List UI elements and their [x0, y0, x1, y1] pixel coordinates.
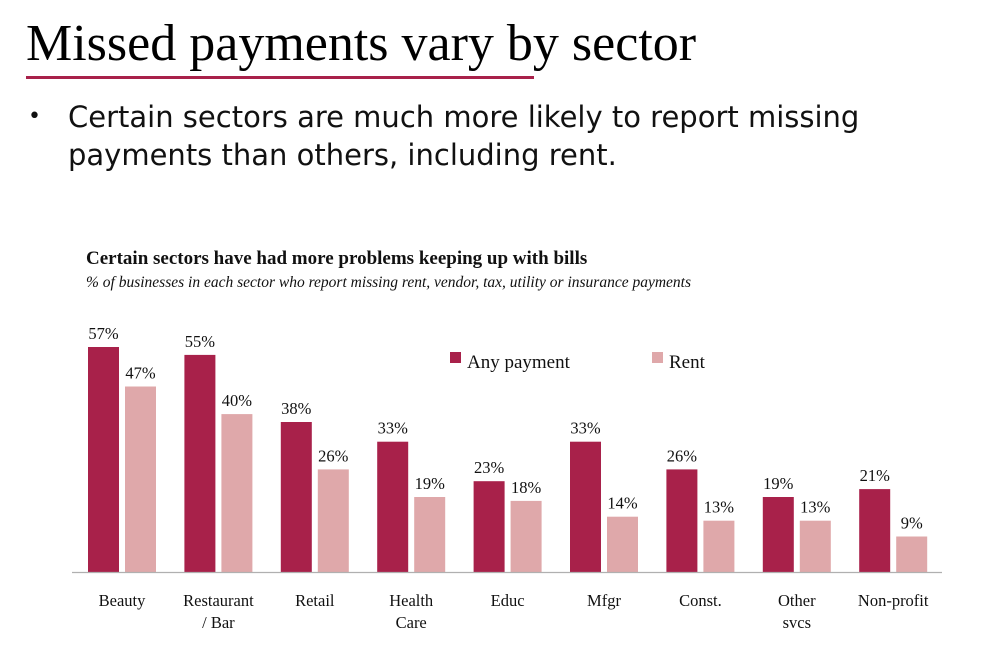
title-underline	[26, 76, 534, 79]
value-label-rent-2: 26%	[318, 446, 349, 465]
category-label-6: Const.	[679, 591, 722, 610]
chart-subtitle: % of businesses in each sector who repor…	[86, 274, 692, 291]
category-label-3: Health Care	[389, 591, 434, 632]
bar-any-payment-2	[280, 422, 312, 572]
bar-any-payment-3	[377, 441, 409, 572]
value-label-rent-6: 13%	[704, 498, 735, 517]
value-label-any-payment-1: 55%	[185, 332, 216, 351]
value-labels-layer: 57% 47% 55% 40% 38% 26% 33% 19% 23% 18% 33% 14% 26% 1…	[88, 324, 923, 533]
value-label-any-payment-3: 33%	[378, 419, 409, 438]
bar-any-payment-8	[859, 489, 891, 572]
bullet-point: • Certain sectors are much more likely t…	[28, 98, 968, 174]
value-label-rent-1: 40%	[222, 391, 253, 410]
bar-rent-4	[510, 500, 542, 572]
category-label-7: Other svcs	[778, 591, 816, 632]
value-label-any-payment-7: 19%	[763, 474, 794, 493]
bar-any-payment-6	[666, 469, 698, 572]
value-label-rent-5: 14%	[607, 494, 638, 513]
value-label-rent-4: 18%	[511, 478, 542, 497]
bar-rent-2	[317, 469, 349, 572]
category-label-8: Non-profit	[858, 591, 929, 610]
legend-label-any-payment: Any payment	[467, 352, 571, 373]
category-label-1: Restaurant / Bar	[183, 591, 254, 632]
value-label-any-payment-2: 38%	[281, 399, 312, 418]
bars-layer	[88, 347, 928, 572]
bar-rent-0	[125, 386, 156, 572]
bar-rent-8	[896, 536, 928, 572]
value-label-any-payment-5: 33%	[570, 419, 601, 438]
bar-any-payment-0	[88, 347, 119, 572]
value-label-rent-0: 47%	[125, 364, 156, 383]
bar-rent-6	[703, 520, 735, 572]
bar-rent-1	[221, 414, 253, 572]
category-label-5: Mfgr	[587, 591, 621, 610]
category-labels-layer: Beauty Restaurant / Bar Retail Health Care Edu…	[99, 591, 929, 632]
value-label-any-payment-6: 26%	[667, 446, 698, 465]
bar-any-payment-5	[570, 441, 601, 572]
bar-rent-3	[414, 497, 446, 572]
legend-label-rent: Rent	[669, 352, 706, 373]
value-label-rent-3: 19%	[415, 474, 446, 493]
bar-any-payment-4	[473, 481, 505, 572]
bar-any-payment-7	[762, 497, 794, 572]
legend: Any payment Rent	[450, 352, 706, 373]
legend-swatch-any-payment	[450, 352, 461, 363]
value-label-any-payment-0: 57%	[88, 324, 119, 343]
value-label-any-payment-4: 23%	[474, 458, 505, 477]
bullet-icon: •	[28, 104, 41, 129]
category-label-2: Retail	[295, 591, 335, 610]
bar-rent-7	[799, 520, 831, 572]
slide-title: Missed payments vary by sector	[26, 15, 697, 72]
chart-title: Certain sectors have had more problems k…	[86, 248, 588, 269]
bar-rent-5	[607, 516, 638, 572]
category-label-4: Educ	[491, 591, 525, 610]
value-label-rent-7: 13%	[800, 498, 831, 517]
bullet-text: Certain sectors are much more likely to …	[68, 100, 860, 172]
bar-any-payment-1	[184, 354, 216, 572]
category-label-0: Beauty	[99, 591, 146, 610]
value-label-rent-8: 9%	[901, 514, 923, 533]
value-label-any-payment-8: 21%	[860, 466, 891, 485]
legend-swatch-rent	[652, 352, 663, 363]
